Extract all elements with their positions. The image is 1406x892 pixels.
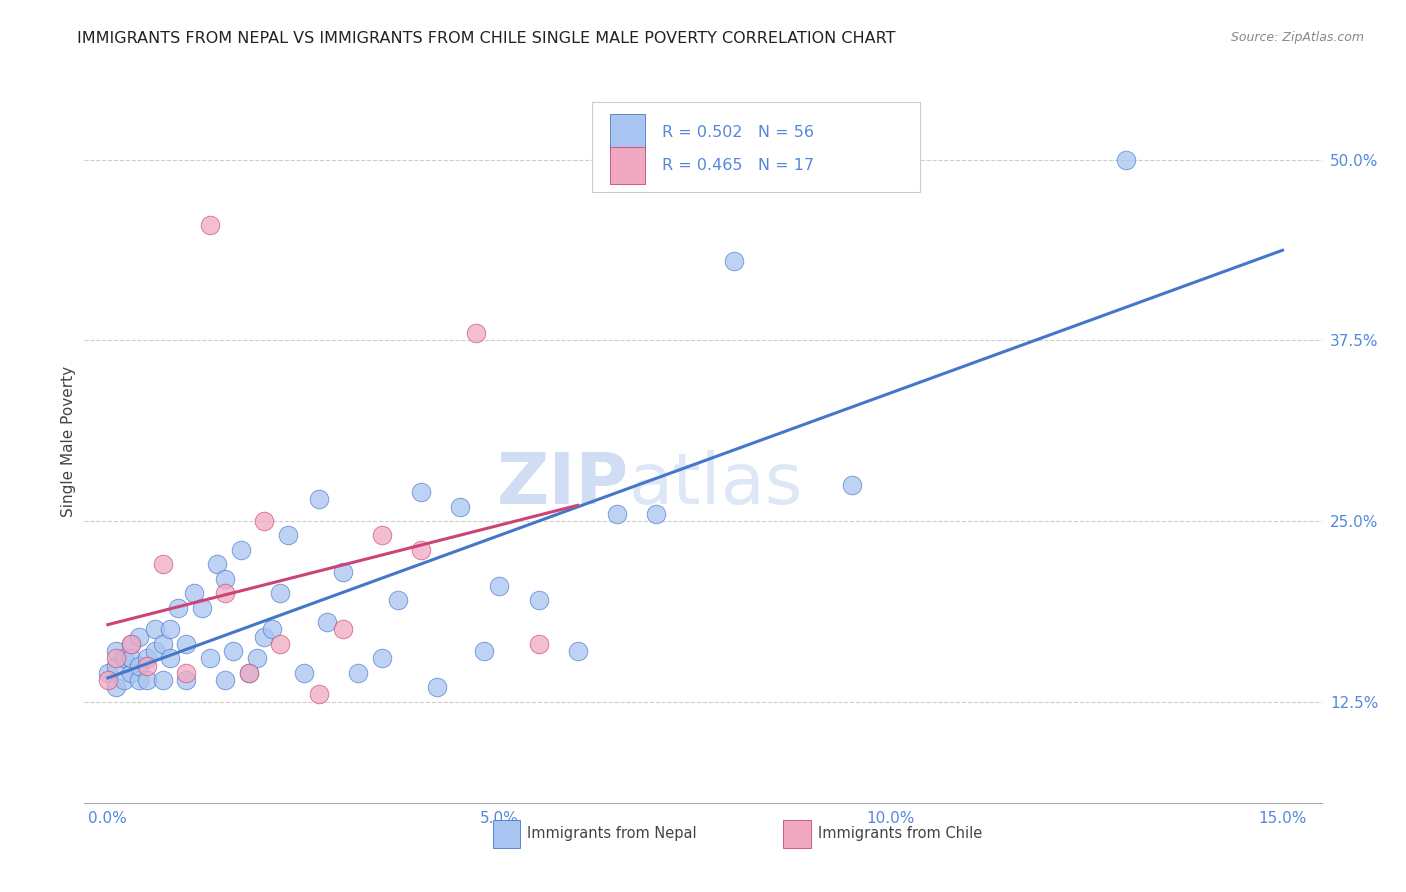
Point — [645, 507, 668, 521]
Bar — [610, 114, 645, 151]
Point — [332, 565, 354, 579]
Point — [246, 651, 269, 665]
Point — [347, 665, 370, 680]
Point — [112, 651, 135, 665]
Point — [120, 665, 142, 680]
Text: ZIP: ZIP — [496, 450, 628, 519]
Point — [292, 665, 315, 680]
Point — [174, 665, 197, 680]
Point — [269, 586, 291, 600]
Point — [159, 651, 181, 665]
Point — [222, 644, 245, 658]
Point — [269, 637, 291, 651]
Point — [136, 651, 159, 665]
Point — [488, 579, 510, 593]
Point — [409, 485, 432, 500]
Point — [128, 673, 150, 687]
Point — [214, 572, 236, 586]
Point — [112, 673, 135, 687]
Point — [527, 637, 550, 651]
Point — [229, 542, 252, 557]
Point — [128, 658, 150, 673]
Bar — [783, 820, 811, 847]
Point — [136, 658, 159, 673]
Point — [253, 514, 276, 528]
Point — [120, 651, 142, 665]
Point — [238, 665, 260, 680]
Text: Immigrants from Nepal: Immigrants from Nepal — [527, 826, 697, 841]
Point — [191, 600, 214, 615]
Point — [159, 623, 181, 637]
Point — [167, 600, 190, 615]
Point — [308, 492, 330, 507]
Point — [841, 478, 863, 492]
Y-axis label: Single Male Poverty: Single Male Poverty — [60, 366, 76, 517]
Point — [104, 651, 127, 665]
Point — [332, 623, 354, 637]
Point — [152, 673, 174, 687]
Point — [238, 665, 260, 680]
Point — [316, 615, 339, 630]
Point — [152, 637, 174, 651]
Point — [426, 680, 449, 694]
Point — [472, 644, 495, 658]
FancyBboxPatch shape — [592, 102, 920, 193]
Point — [253, 630, 276, 644]
Bar — [492, 820, 520, 847]
Point — [97, 665, 120, 680]
Point — [207, 558, 229, 572]
Point — [104, 680, 127, 694]
Point — [723, 253, 745, 268]
Point — [449, 500, 471, 514]
Point — [409, 542, 432, 557]
Point — [198, 651, 221, 665]
Point — [387, 593, 409, 607]
Point — [120, 637, 142, 651]
Point — [1115, 153, 1137, 167]
Point — [143, 623, 166, 637]
Point — [464, 326, 486, 340]
Text: atlas: atlas — [628, 450, 803, 519]
Point — [143, 644, 166, 658]
Point — [136, 673, 159, 687]
Point — [104, 644, 127, 658]
Point — [277, 528, 299, 542]
Point — [308, 687, 330, 701]
Point — [174, 673, 197, 687]
Point — [152, 558, 174, 572]
Point — [262, 623, 284, 637]
Point — [174, 637, 197, 651]
Point — [214, 586, 236, 600]
Point — [371, 651, 394, 665]
Text: Source: ZipAtlas.com: Source: ZipAtlas.com — [1230, 31, 1364, 45]
Point — [104, 658, 127, 673]
Bar — [610, 147, 645, 184]
Point — [120, 637, 142, 651]
Point — [198, 218, 221, 232]
Text: IMMIGRANTS FROM NEPAL VS IMMIGRANTS FROM CHILE SINGLE MALE POVERTY CORRELATION C: IMMIGRANTS FROM NEPAL VS IMMIGRANTS FROM… — [77, 31, 896, 46]
Point — [371, 528, 394, 542]
Point — [183, 586, 205, 600]
Text: R = 0.465   N = 17: R = 0.465 N = 17 — [662, 158, 814, 173]
Text: R = 0.502   N = 56: R = 0.502 N = 56 — [662, 125, 814, 140]
Point — [97, 673, 120, 687]
Point — [606, 507, 628, 521]
Point — [214, 673, 236, 687]
Point — [128, 630, 150, 644]
Point — [527, 593, 550, 607]
Text: Immigrants from Chile: Immigrants from Chile — [818, 826, 983, 841]
Point — [567, 644, 589, 658]
